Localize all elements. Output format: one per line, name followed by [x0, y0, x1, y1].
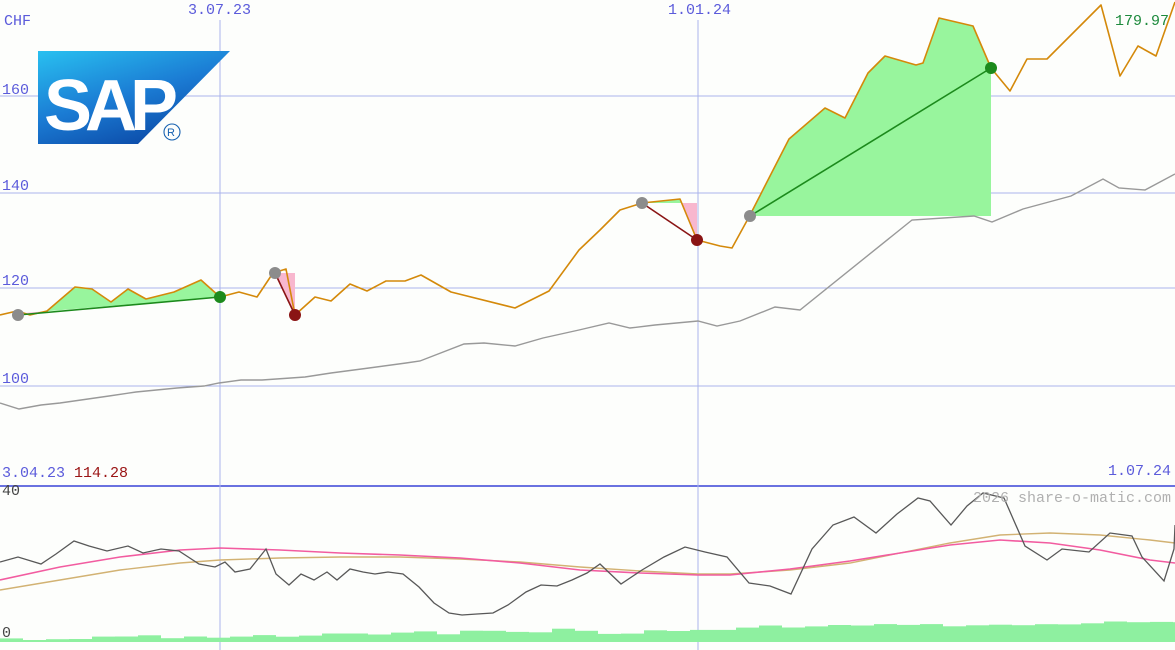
svg-text:R: R [167, 127, 175, 139]
